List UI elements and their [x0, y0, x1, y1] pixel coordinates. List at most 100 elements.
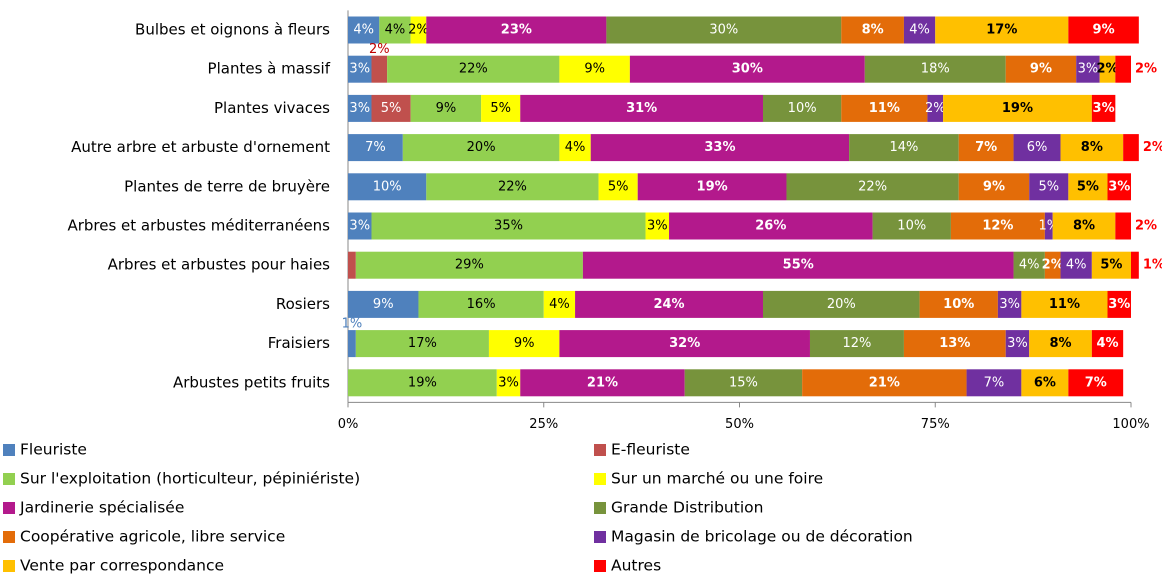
legend-swatch: [594, 473, 606, 485]
data-label: 5%: [490, 101, 511, 116]
bar-segment: [1107, 290, 1131, 318]
data-label: 4%: [353, 23, 374, 38]
x-tick-label: 75%: [921, 417, 950, 432]
legend-label: Sur l'exploitation (horticulteur, pépini…: [20, 470, 360, 488]
bar-segment: [387, 55, 560, 83]
bar-segment: [786, 173, 959, 201]
category-label: Arbres et arbustes méditerranéens: [67, 217, 330, 235]
bar-segment: [1044, 212, 1053, 240]
bar-segment: [348, 94, 372, 122]
data-label: 3%: [498, 375, 519, 390]
data-label: 9%: [1030, 62, 1052, 77]
legend-label: Magasin de bricolage ou de décoration: [611, 528, 913, 546]
data-label: 4%: [1096, 336, 1118, 351]
data-label: 9%: [584, 62, 605, 77]
data-label: 2%: [1135, 62, 1157, 77]
data-label: 18%: [921, 62, 950, 77]
data-label: 9%: [983, 179, 1005, 194]
bar-segment: [348, 330, 356, 358]
legend-label: Autres: [611, 557, 661, 575]
legend-swatch: [3, 502, 15, 514]
bar-segment: [1123, 134, 1139, 162]
data-label: 3%: [1007, 336, 1028, 351]
bar-segment: [1060, 134, 1124, 162]
bar-segment: [1099, 55, 1116, 83]
bar-segment: [543, 290, 576, 318]
bar-segment: [1029, 330, 1092, 358]
data-label: 3%: [349, 219, 370, 234]
data-label: 3%: [1108, 179, 1130, 194]
bar-segment: [379, 16, 411, 44]
bar-segment: [1068, 16, 1139, 44]
legend-label: Sur un marché ou une foire: [611, 470, 823, 488]
bar-segment: [841, 94, 928, 122]
data-label: 10%: [373, 179, 402, 194]
data-label: 9%: [1093, 23, 1115, 38]
category-label: Rosiers: [276, 295, 330, 313]
bar-segment: [1060, 251, 1092, 279]
bar-segment: [629, 55, 865, 83]
bar-segment: [919, 290, 998, 318]
bar-segment: [426, 16, 607, 44]
data-label: 4%: [565, 140, 586, 155]
bar-segment: [481, 94, 521, 122]
bar-segment: [348, 173, 427, 201]
category-label: Arbustes petits fruits: [173, 373, 330, 391]
legend-swatch: [3, 531, 15, 543]
data-label: 4%: [909, 23, 930, 38]
data-label: 6%: [1034, 375, 1056, 390]
legend-label: Vente par correspondance: [20, 557, 224, 575]
bar-segment: [1107, 173, 1131, 201]
category-label: Plantes vivaces: [214, 99, 330, 117]
data-label: 9%: [436, 101, 457, 116]
category-label: Bulbes et oignons à fleurs: [135, 21, 330, 39]
bar-segment: [371, 55, 388, 83]
bar-segment: [1115, 212, 1131, 240]
bar-segment: [943, 94, 1092, 122]
data-label: 3%: [647, 219, 668, 234]
legend-label: Jardinerie spécialisée: [19, 499, 184, 517]
data-label: 8%: [1049, 336, 1071, 351]
bar-segment: [1068, 369, 1124, 397]
bar-segment: [488, 330, 560, 358]
data-label: 22%: [498, 179, 527, 194]
bar-segment: [348, 251, 356, 279]
bar-segment: [559, 330, 810, 358]
data-label: 2%: [1135, 219, 1157, 234]
category-label: Fraisiers: [268, 334, 330, 352]
data-label: 5%: [1038, 179, 1059, 194]
data-label: 2%: [1042, 258, 1064, 273]
bar-segment: [1131, 251, 1139, 279]
bar-segment: [559, 55, 630, 83]
bar-segment: [950, 212, 1045, 240]
bar-segment: [348, 134, 403, 162]
legend-swatch: [594, 560, 606, 572]
data-label: 4%: [385, 23, 406, 38]
legend-swatch: [594, 444, 606, 456]
data-label: 15%: [729, 375, 758, 390]
data-label: 26%: [755, 219, 786, 234]
data-label: 17%: [408, 336, 437, 351]
data-label: 4%: [1066, 258, 1087, 273]
data-label: 14%: [889, 140, 918, 155]
legend-swatch: [594, 531, 606, 543]
bar-segment: [355, 251, 583, 279]
bar-segment: [426, 173, 599, 201]
data-label: 33%: [704, 140, 735, 155]
bar-segment: [348, 369, 497, 397]
data-label: 22%: [459, 62, 488, 77]
bar-segment: [410, 16, 427, 44]
data-label: 3%: [999, 297, 1020, 312]
bar-segment: [1091, 94, 1116, 122]
bar-segment: [582, 251, 1014, 279]
data-label: 5%: [1100, 258, 1122, 273]
data-label: 5%: [1077, 179, 1099, 194]
data-label: 13%: [939, 336, 970, 351]
data-label: 23%: [501, 23, 532, 38]
data-label: 4%: [1019, 258, 1040, 273]
bar-segment: [935, 16, 1069, 44]
bar-segment: [1005, 330, 1030, 358]
data-label: 2%: [1096, 62, 1118, 77]
bar-segment: [958, 134, 1014, 162]
x-tick-label: 25%: [529, 417, 558, 432]
